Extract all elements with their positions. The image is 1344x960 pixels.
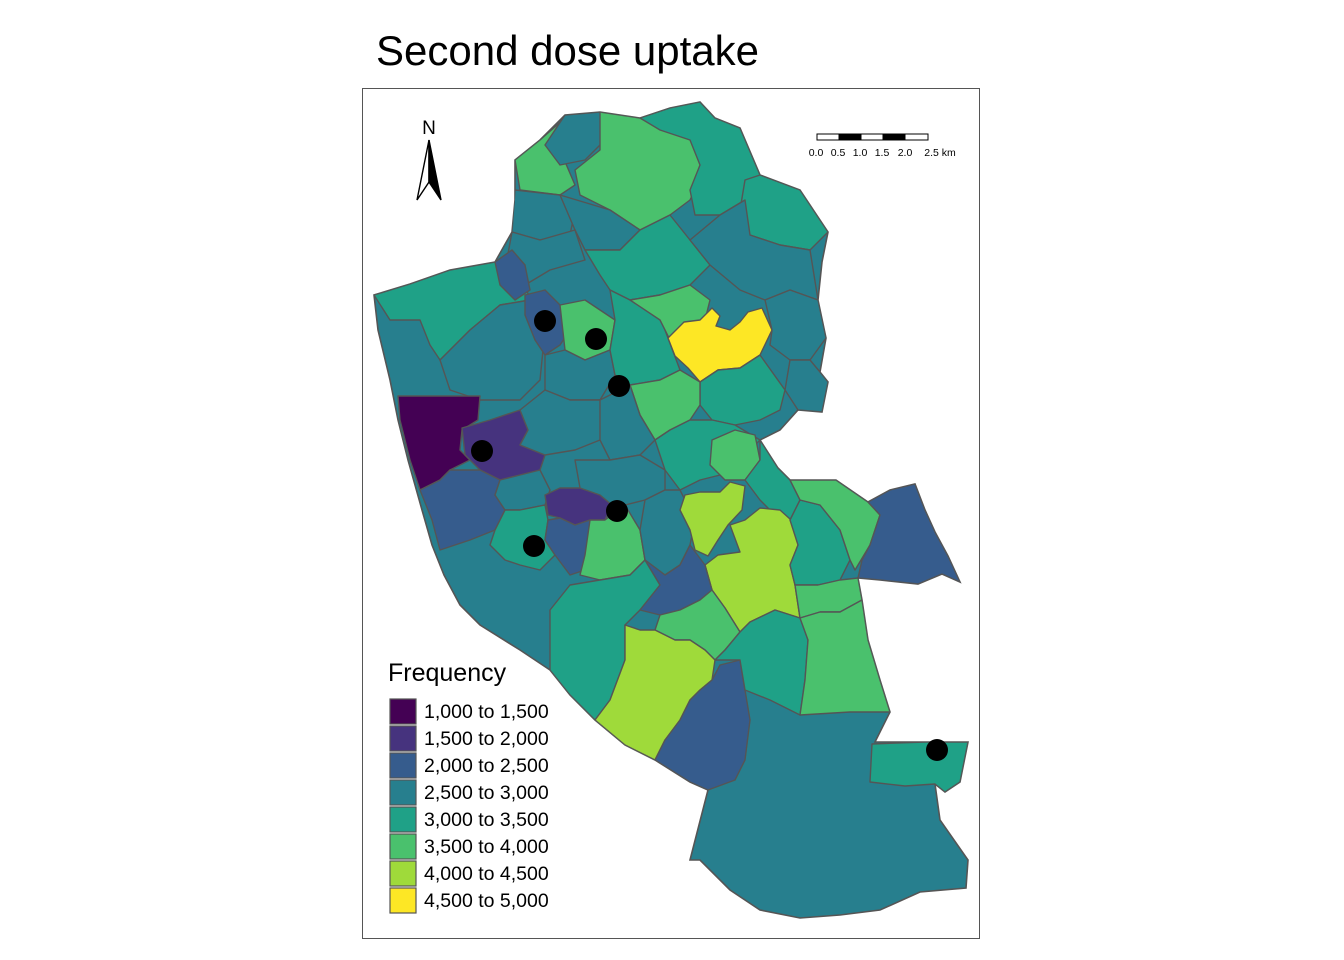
scale-tick: 1.0 — [853, 147, 868, 159]
site-point — [606, 500, 628, 522]
scale-tick: 2.5 km — [924, 147, 956, 159]
site-point — [534, 310, 556, 332]
legend-swatch — [389, 698, 417, 725]
map-region — [549, 559, 661, 721]
map-region — [494, 249, 531, 301]
map-region — [689, 199, 819, 301]
map-region — [584, 214, 711, 301]
scale-tick: 1.5 — [875, 147, 890, 159]
legend-label: 2,500 to 3,000 — [424, 782, 549, 804]
legend-swatch — [389, 833, 417, 860]
legend-title: Frequency — [388, 659, 507, 687]
legend-label: 1,500 to 2,000 — [424, 728, 549, 750]
scale-tick: 0.0 — [809, 147, 824, 159]
map-region — [789, 479, 881, 571]
map-region — [799, 599, 891, 716]
legend-label: 1,000 to 1,500 — [424, 701, 549, 723]
map-region — [784, 359, 829, 413]
scale-bar: 0.0 0.5 1.0 1.5 2.0 2.5 km — [809, 133, 956, 159]
map-frame — [362, 88, 980, 939]
site-point — [523, 535, 545, 557]
map-region — [461, 409, 546, 481]
north-label: N — [422, 118, 436, 139]
legend-swatch — [389, 752, 417, 779]
site-point — [608, 375, 630, 397]
map-title: Second dose uptake — [376, 27, 759, 74]
legend-label: 4,500 to 5,000 — [424, 890, 549, 912]
map-region — [397, 395, 481, 491]
legend-swatch — [389, 887, 417, 914]
legend-swatch — [389, 806, 417, 833]
north-arrow-icon — [416, 139, 430, 201]
legend: Frequency 1,000 to 1,500 1,500 to 2,000 2,… — [388, 659, 549, 914]
map-polygons — [373, 101, 969, 919]
legend-swatch — [389, 725, 417, 752]
legend-label: 4,000 to 4,500 — [424, 863, 549, 885]
north-arrow: N — [416, 118, 442, 201]
legend-label: 3,500 to 4,000 — [424, 836, 549, 858]
site-point — [926, 739, 948, 761]
map-region — [699, 354, 786, 426]
map-region — [654, 659, 751, 791]
map-region — [439, 299, 546, 401]
map-region — [544, 349, 616, 401]
scale-tick: 2.0 — [898, 147, 913, 159]
map-region — [857, 483, 961, 585]
scale-tick: 0.5 — [831, 147, 846, 159]
north-arrow-icon — [428, 139, 442, 201]
legend-label: 2,000 to 2,500 — [424, 755, 549, 777]
legend-label: 3,000 to 3,500 — [424, 809, 549, 831]
map-region — [599, 384, 656, 461]
legend-swatch — [389, 779, 417, 806]
legend-swatch — [389, 860, 417, 887]
map-region — [679, 481, 746, 557]
site-point — [585, 328, 607, 350]
site-point — [471, 440, 493, 462]
site-points — [471, 310, 948, 761]
